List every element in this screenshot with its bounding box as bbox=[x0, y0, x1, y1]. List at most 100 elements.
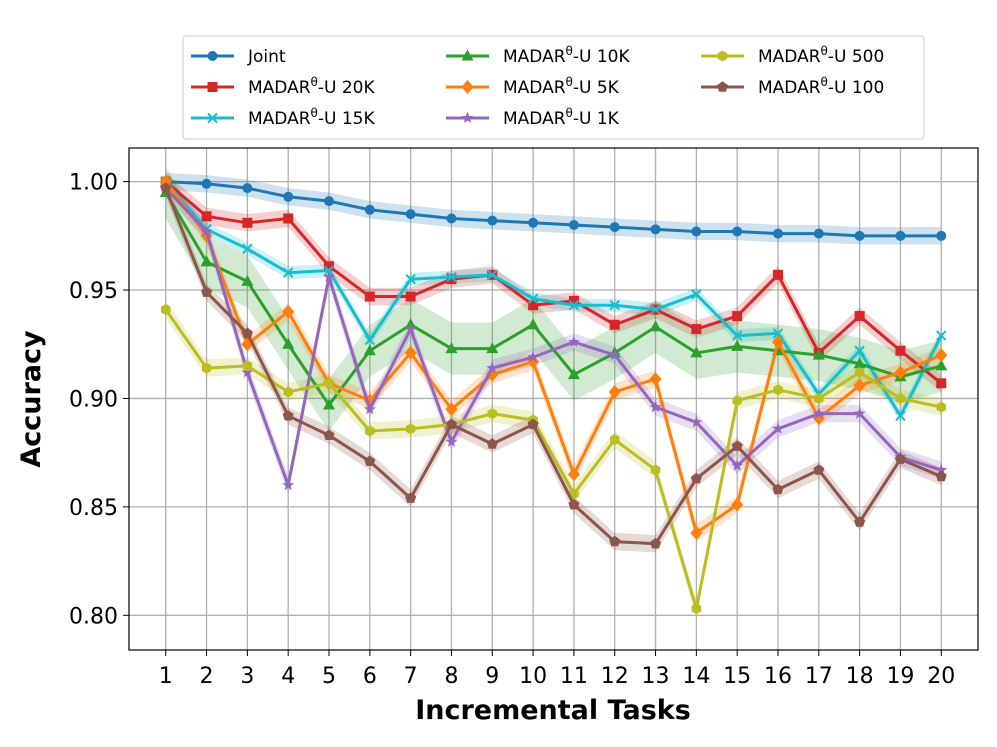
data-point bbox=[445, 402, 458, 417]
data-point bbox=[732, 311, 743, 322]
data-point bbox=[854, 230, 865, 241]
data-point bbox=[405, 423, 416, 435]
series-line bbox=[164, 180, 942, 535]
series-star bbox=[159, 181, 948, 491]
y-tick-label: 0.95 bbox=[69, 279, 118, 304]
data-point bbox=[282, 304, 295, 319]
data-point bbox=[853, 407, 866, 419]
x-axis-title: Incremental Tasks bbox=[415, 695, 691, 726]
data-point bbox=[283, 213, 294, 224]
y-tick-label: 0.80 bbox=[69, 604, 118, 629]
data-point bbox=[282, 410, 294, 421]
legend-entry: MADARθ-U 1K bbox=[446, 106, 620, 129]
data-point bbox=[364, 334, 376, 346]
data-point bbox=[732, 226, 743, 237]
data-point bbox=[446, 271, 457, 283]
legend-entry: MADARθ-U 10K bbox=[446, 44, 630, 67]
data-point bbox=[894, 365, 907, 380]
data-point bbox=[773, 228, 783, 239]
series-pentagon bbox=[160, 182, 947, 549]
data-point bbox=[772, 335, 784, 350]
data-point bbox=[813, 464, 825, 475]
x-tick-label: 3 bbox=[240, 664, 254, 689]
data-point bbox=[608, 348, 621, 361]
x-tick-label: 14 bbox=[682, 664, 710, 689]
data-point bbox=[935, 470, 947, 482]
data-point bbox=[568, 295, 579, 306]
legend-entry: MADARθ-U 20K bbox=[191, 75, 375, 98]
series-lines bbox=[159, 174, 948, 615]
data-point bbox=[691, 226, 702, 237]
data-point bbox=[324, 377, 334, 389]
data-point bbox=[405, 273, 416, 285]
data-point bbox=[568, 219, 579, 230]
data-point bbox=[445, 342, 458, 354]
data-point bbox=[813, 228, 824, 239]
legend-label: Joint bbox=[247, 47, 286, 67]
y-tick-label: 1.00 bbox=[69, 171, 118, 196]
data-point bbox=[773, 269, 783, 280]
data-point bbox=[650, 464, 661, 476]
data-point bbox=[242, 183, 253, 194]
data-point bbox=[200, 225, 213, 237]
x-tick-label: 8 bbox=[444, 664, 458, 689]
x-tick-label: 16 bbox=[764, 664, 792, 689]
data-point bbox=[772, 422, 784, 434]
data-point bbox=[812, 348, 825, 360]
data-point bbox=[324, 261, 334, 272]
data-point bbox=[323, 265, 335, 276]
series-circle bbox=[160, 176, 947, 241]
legend-label: MADARθ-U 1K bbox=[503, 106, 620, 129]
data-point bbox=[895, 392, 906, 404]
legend-label: MADARθ-U 100 bbox=[758, 75, 884, 98]
y-tick-label: 0.85 bbox=[69, 496, 118, 521]
data-point bbox=[486, 438, 498, 449]
data-point bbox=[363, 403, 376, 415]
x-tick-label: 20 bbox=[927, 664, 955, 689]
data-point bbox=[854, 516, 866, 527]
legend-swatch-marker bbox=[207, 51, 218, 61]
data-point bbox=[690, 346, 703, 358]
legend-label: MADARθ-U 15K bbox=[248, 106, 375, 129]
data-point bbox=[283, 386, 293, 398]
series-line bbox=[164, 180, 943, 418]
data-point bbox=[324, 196, 334, 207]
data-point bbox=[445, 418, 457, 430]
plot-area-frame bbox=[128, 147, 979, 651]
data-point bbox=[609, 434, 620, 446]
data-point bbox=[201, 178, 212, 189]
data-point bbox=[242, 243, 253, 255]
legend-frame bbox=[182, 35, 925, 140]
data-point bbox=[446, 213, 457, 224]
data-point bbox=[527, 318, 540, 330]
data-point bbox=[814, 392, 824, 404]
legend-swatch-marker bbox=[461, 49, 474, 61]
data-point bbox=[487, 215, 498, 226]
band-x bbox=[165, 175, 942, 423]
x-tick-label: 18 bbox=[846, 664, 874, 689]
data-point bbox=[323, 398, 335, 410]
data-point bbox=[405, 492, 417, 503]
data-point bbox=[609, 300, 620, 311]
legend-entry: MADARθ-U 100 bbox=[701, 75, 884, 98]
data-point bbox=[936, 330, 947, 341]
data-point bbox=[568, 498, 580, 510]
data-point bbox=[691, 324, 702, 335]
data-point bbox=[323, 270, 335, 283]
data-point bbox=[241, 274, 254, 286]
legend: Joint MADARθ-U 20K MADARθ-U 15K MADARθ-U 10… bbox=[182, 35, 925, 140]
legend-label: MADARθ-U 5K bbox=[503, 75, 620, 98]
data-point bbox=[650, 537, 662, 549]
data-point bbox=[731, 497, 744, 512]
data-point bbox=[568, 300, 580, 311]
data-point bbox=[853, 357, 866, 369]
data-point bbox=[528, 300, 539, 311]
legend-swatch-marker bbox=[716, 81, 729, 92]
x-tick-label: 1 bbox=[159, 664, 173, 689]
data-point bbox=[282, 479, 295, 491]
band-square bbox=[165, 172, 942, 392]
data-point bbox=[242, 360, 253, 372]
data-point bbox=[650, 304, 661, 315]
data-point bbox=[323, 429, 335, 441]
data-point bbox=[853, 378, 866, 393]
